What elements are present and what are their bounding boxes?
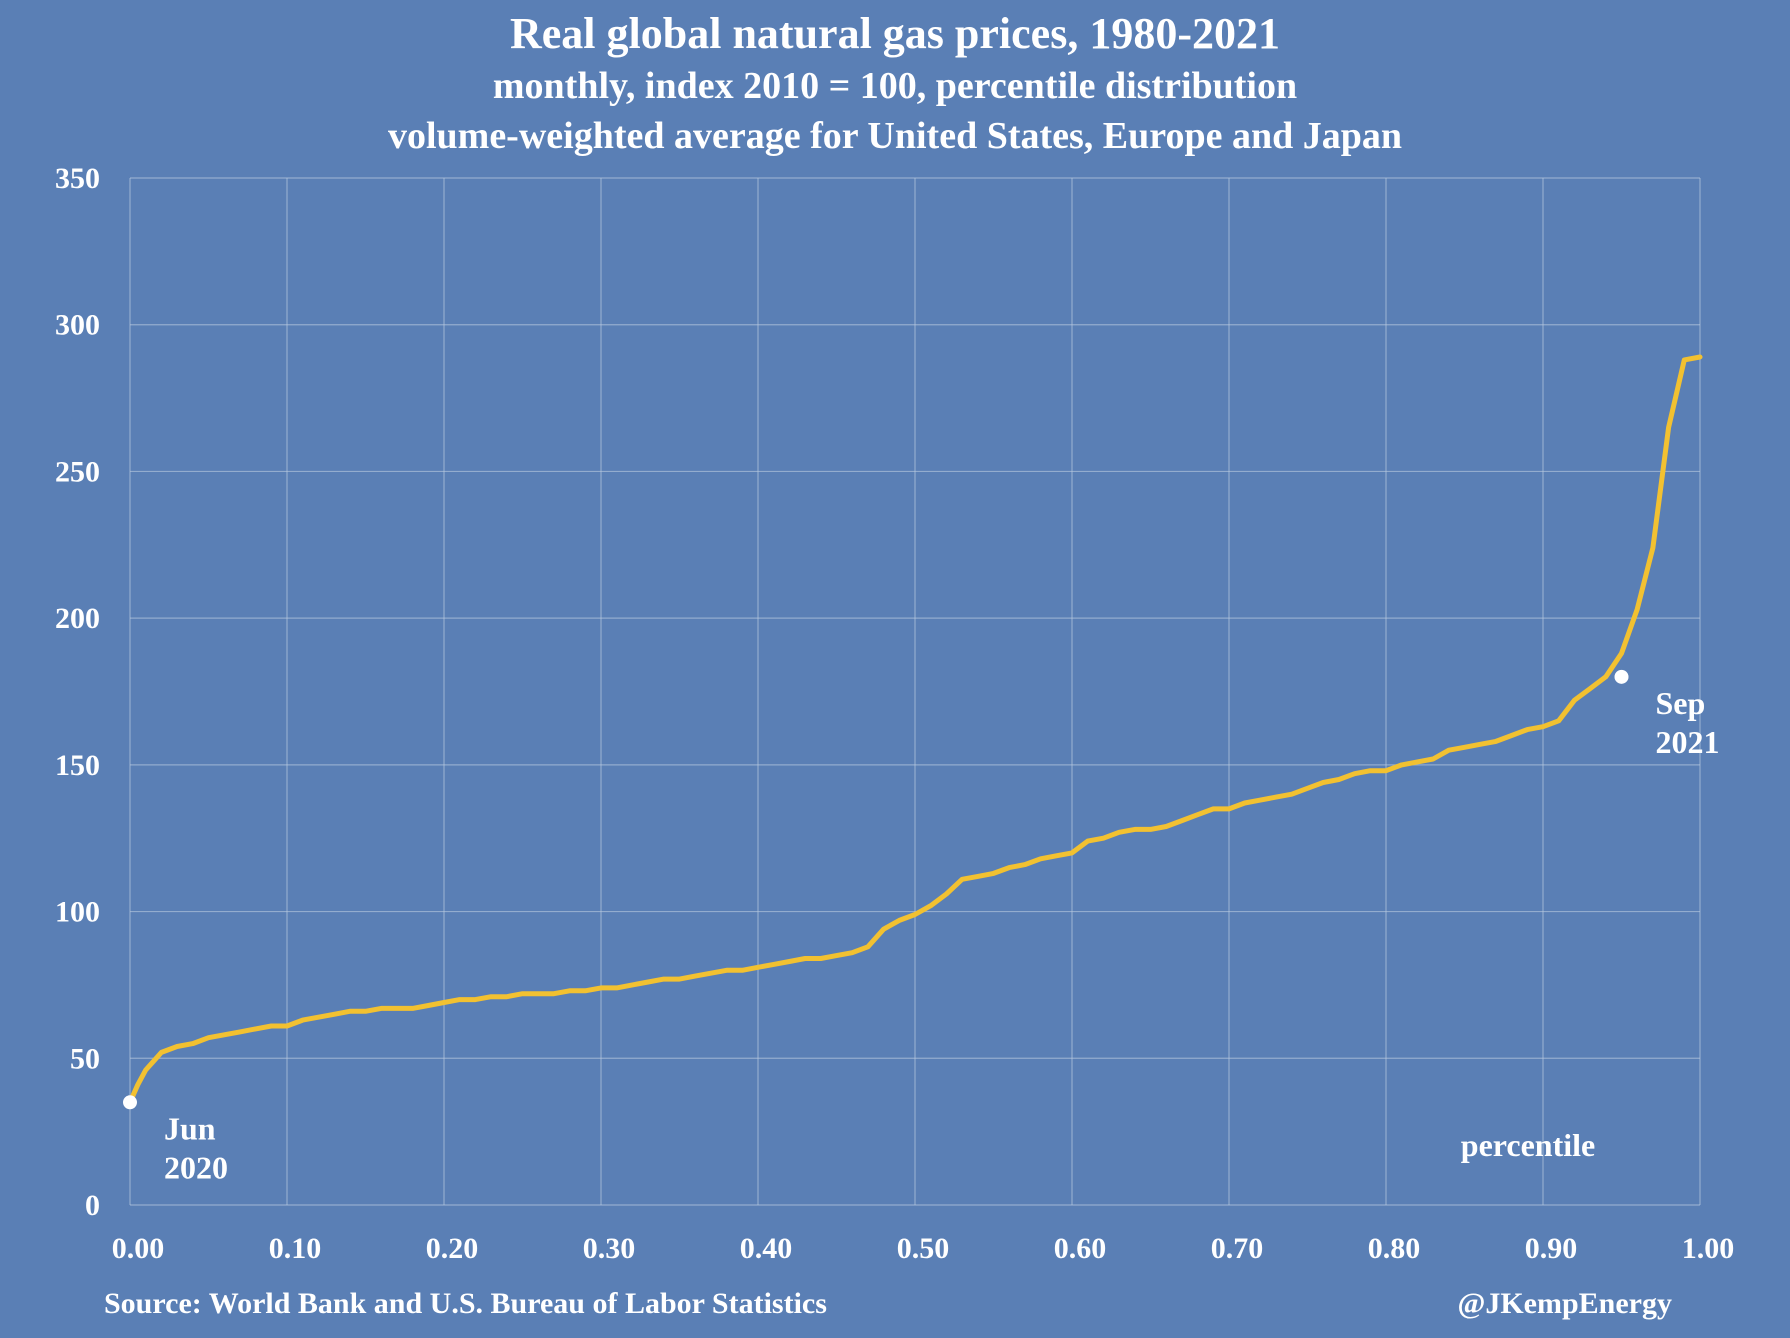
x-tick-label: 1.00: [1682, 1232, 1735, 1265]
series-line: [127, 354, 1703, 1105]
y-tick-label: 100: [55, 896, 100, 929]
x-tick-label: 0.10: [269, 1232, 322, 1265]
x-tick-label: 0.30: [583, 1232, 636, 1265]
x-tick-label: 0.50: [897, 1232, 950, 1265]
x-tick-label: 0.60: [1054, 1232, 1107, 1265]
x-tick-label: 0.90: [1525, 1232, 1578, 1265]
y-tick-label: 300: [55, 309, 100, 342]
author-handle: @JKempEnergy: [1457, 1287, 1672, 1320]
chart-subtitle-line-1: monthly, index 2010 = 100, percentile di…: [493, 65, 1297, 107]
annotation-label: Sep: [1656, 685, 1706, 721]
annotation-label: 2021: [1656, 724, 1720, 760]
source-note: Source: World Bank and U.S. Bureau of La…: [104, 1287, 827, 1320]
chart-title: Real global natural gas prices, 1980-202…: [510, 9, 1280, 58]
y-axis-ticks: 0 50 100 150 200 250 300 350: [55, 162, 100, 1222]
x-tick-label: 0.00: [112, 1232, 165, 1265]
annotation-marker-1: [1614, 669, 1629, 684]
y-tick-label: 250: [55, 455, 100, 488]
chart-subtitle-line-2: volume-weighted average for United State…: [388, 115, 1402, 157]
y-tick-label: 150: [55, 749, 100, 782]
x-axis-ticks: 0.00 0.10 0.20 0.30 0.40 0.50 0.60 0.70 0.80 0.90…: [112, 1232, 1735, 1265]
y-tick-label: 50: [70, 1042, 100, 1075]
y-tick-label: 350: [55, 162, 100, 195]
x-tick-label: 0.80: [1368, 1232, 1421, 1265]
x-tick-label: 0.70: [1211, 1232, 1264, 1265]
y-tick-label: 0: [85, 1189, 100, 1222]
annotation-marker-0: [123, 1095, 137, 1110]
x-axis-label: percentile: [1461, 1127, 1595, 1163]
annotation-label: 2020: [164, 1149, 228, 1185]
x-tick-label: 0.40: [740, 1232, 793, 1265]
x-tick-label: 0.20: [426, 1232, 479, 1265]
y-tick-label: 200: [55, 602, 100, 635]
grid-lines: [129, 177, 1701, 1206]
annotation-label: Jun: [164, 1110, 216, 1146]
